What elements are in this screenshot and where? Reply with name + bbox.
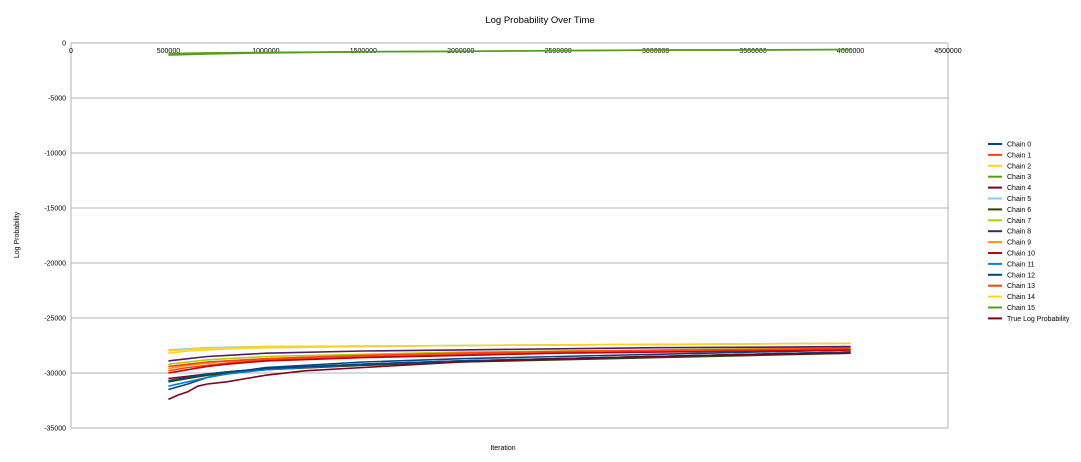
series-line-chain-13 <box>168 347 851 368</box>
x-tick-label: 500000 <box>157 48 180 55</box>
legend-label-chain-1: Chain 1 <box>1007 152 1031 159</box>
y-tick-labels: 0 -5000 -10000 -15000 -20000 -25000 -30000 -350… <box>44 41 66 433</box>
x-axis-title: Iteration <box>490 445 515 452</box>
series-line-chain-15 <box>168 48 851 55</box>
legend-label-chain-13: Chain 13 <box>1007 283 1035 290</box>
legend-label-chain-0: Chain 0 <box>1007 142 1031 149</box>
legend-label-chain-11: Chain 11 <box>1007 261 1035 268</box>
legend-label-chain-14: Chain 14 <box>1007 294 1035 301</box>
legend-label-true-log-probability: True Log Probability <box>1007 316 1070 323</box>
x-tick-label: 3000000 <box>642 48 669 55</box>
legend: Chain 0 Chain 1 Chain 2 Chain 3 Chain 4 Chain… <box>988 142 1070 323</box>
x-tick-label: 1000000 <box>252 48 279 55</box>
series-line-chain-14 <box>168 342 851 352</box>
y-tick-label: -15000 <box>44 206 66 213</box>
legend-label-chain-12: Chain 12 <box>1007 272 1035 279</box>
legend-label-chain-7: Chain 7 <box>1007 218 1031 225</box>
y-tick-label: -35000 <box>44 426 66 433</box>
x-tick-label: 3500000 <box>739 48 766 55</box>
series-lines <box>168 48 851 401</box>
x-tick-label: 4000000 <box>837 48 864 55</box>
y-tick-label: -10000 <box>44 151 66 158</box>
y-tick-label: -30000 <box>44 371 66 378</box>
legend-label-chain-8: Chain 8 <box>1007 229 1031 236</box>
series-line-chain-10 <box>168 349 851 374</box>
legend-label-chain-5: Chain 5 <box>1007 196 1031 203</box>
y-axis-title: Log Probability <box>14 211 21 258</box>
y-tick-label: -5000 <box>48 96 66 103</box>
x-tick-label: 0 <box>69 48 73 55</box>
legend-label-chain-6: Chain 6 <box>1007 207 1031 214</box>
series-line-chain-8 <box>168 345 851 362</box>
gridlines <box>71 42 948 374</box>
x-tick-label: 4500000 <box>934 48 961 55</box>
x-tick-label: 2500000 <box>545 48 572 55</box>
series-line-true-log-probability <box>168 352 851 401</box>
series-line-chain-6 <box>168 352 851 383</box>
legend-label-chain-4: Chain 4 <box>1007 185 1031 192</box>
chart-title: Log Probability Over Time <box>485 15 594 26</box>
y-tick-label: 0 <box>62 41 66 48</box>
axes <box>70 43 949 429</box>
legend-label-chain-15: Chain 15 <box>1007 305 1035 312</box>
legend-label-chain-2: Chain 2 <box>1007 163 1031 170</box>
legend-label-chain-10: Chain 10 <box>1007 251 1035 258</box>
y-tick-label: -20000 <box>44 261 66 268</box>
legend-label-chain-9: Chain 9 <box>1007 240 1031 247</box>
y-tick-label: -25000 <box>44 316 66 323</box>
legend-label-chain-3: Chain 3 <box>1007 174 1031 181</box>
